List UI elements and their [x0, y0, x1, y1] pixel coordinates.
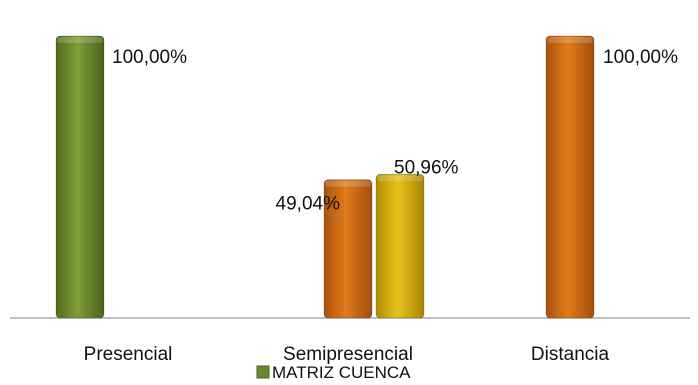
- data-label-distancia-3: 100,00%: [603, 47, 678, 68]
- legend-label: MATRIZ CUENCA: [272, 363, 411, 382]
- legend: MATRIZ CUENCA: [256, 363, 411, 382]
- data-labels-layer: 100,00% 49,04% 50,96% 100,00%: [112, 47, 678, 215]
- tick-label-distancia: Distancia: [531, 344, 610, 365]
- bar-distancia-3: [545, 35, 595, 319]
- bar-presencial-0: [55, 35, 105, 319]
- data-label-semipresencial-1: 49,04%: [276, 194, 341, 215]
- tick-label-presencial: Presencial: [84, 344, 173, 365]
- bar-semipresencial-1: [323, 179, 373, 319]
- legend-swatch: [256, 365, 270, 379]
- data-label-semipresencial-2: 50,96%: [394, 157, 459, 178]
- bar-top-highlight-semipresencial-2: [377, 175, 423, 182]
- bar-top-highlight-semipresencial-1: [325, 180, 371, 187]
- data-label-presencial-0: 100,00%: [112, 47, 187, 68]
- bars-layer: [55, 35, 595, 319]
- bar-top-highlight-presencial-0: [57, 37, 103, 43]
- bar-top-highlight-distancia-3: [547, 37, 593, 43]
- tick-label-semipresencial: Semipresencial: [283, 344, 413, 365]
- bar-semipresencial-2: [375, 173, 425, 319]
